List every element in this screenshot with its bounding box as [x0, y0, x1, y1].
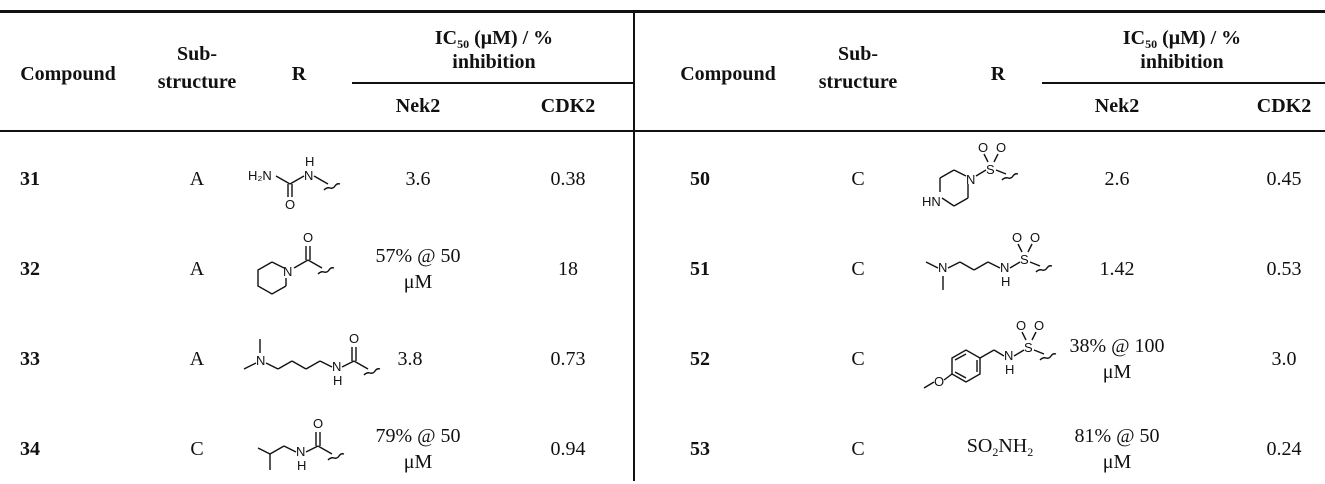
r-structure-urea: H₂N O N H	[248, 154, 341, 212]
header-nek2-right: Nek2	[1094, 95, 1140, 117]
svg-text:N: N	[304, 168, 313, 183]
nek2-value: 57% @ 50 μM	[375, 245, 461, 293]
header-inhibition-right: inhibition	[1140, 51, 1224, 73]
r-structure-piperidine-amide: N O	[257, 230, 335, 295]
substructure-label: C	[851, 168, 865, 190]
svg-text:O: O	[1016, 318, 1026, 333]
svg-text:O: O	[934, 374, 944, 389]
header-r-right: R	[990, 63, 1006, 85]
r-structure-piperazine-sulfonyl: HN N S O O	[922, 140, 1019, 209]
cdk2-value: 0.94	[550, 438, 586, 460]
header-substructure-right-bottom: structure	[818, 71, 898, 93]
cdk2-value: 18	[558, 258, 578, 280]
column-divider	[633, 12, 635, 481]
cdk2-value: 0.24	[1266, 438, 1302, 460]
ic50-underline-right	[1042, 82, 1325, 84]
svg-text:O: O	[978, 140, 988, 155]
cdk2-value: 0.45	[1266, 168, 1302, 190]
substructure-label: C	[190, 438, 204, 460]
svg-text:S: S	[1024, 340, 1033, 355]
substructure-label: C	[851, 348, 865, 370]
svg-text:O: O	[1034, 318, 1044, 333]
header-substructure-bottom: structure	[157, 71, 237, 93]
nek2-value: 81% @ 50 μM	[1074, 425, 1160, 473]
r-structure-dimethylaminobutyl-amide: N N H O	[243, 331, 381, 388]
svg-text:H: H	[1005, 362, 1014, 377]
nek2-value: 3.8	[397, 348, 423, 370]
substructure-label: A	[189, 258, 205, 280]
svg-text:N: N	[1004, 348, 1013, 363]
r-structure-methoxybenzyl-sulfonamide: O N H S O O	[923, 318, 1057, 389]
svg-text:N: N	[296, 444, 305, 459]
svg-text:O: O	[1012, 230, 1022, 245]
r-structure-isobutyl-amide: N H O	[257, 416, 345, 473]
compound-number: 50	[690, 168, 710, 190]
compound-number: 51	[690, 258, 710, 280]
r-structure-dimethylaminopropyl-sulfonamide: N N H S O O	[925, 230, 1053, 290]
nek2-value: 2.6	[1104, 168, 1130, 190]
ic50-underline-left	[352, 82, 634, 84]
substructure-label: C	[851, 438, 865, 460]
svg-text:N: N	[966, 172, 975, 187]
nek2-value: 38% @ 100 μM	[1069, 335, 1165, 383]
svg-text:O: O	[996, 140, 1006, 155]
compound-number: 32	[20, 258, 40, 280]
svg-text:O: O	[313, 416, 323, 431]
header-compound: Compound	[20, 63, 116, 85]
svg-text:O: O	[303, 230, 313, 245]
svg-text:H: H	[333, 373, 342, 388]
svg-text:H: H	[1001, 274, 1010, 289]
substructure-label: A	[189, 168, 205, 190]
header-compound-right: Compound	[680, 63, 776, 85]
svg-text:O: O	[1030, 230, 1040, 245]
nek2-value: 79% @ 50 μM	[375, 425, 461, 473]
svg-text:H₂N: H₂N	[248, 168, 272, 183]
svg-text:H: H	[305, 154, 314, 169]
svg-text:HN: HN	[922, 194, 941, 209]
svg-text:N: N	[283, 264, 292, 279]
svg-text:S: S	[1020, 252, 1029, 267]
svg-text:N: N	[1000, 260, 1009, 275]
svg-text:N: N	[938, 260, 947, 275]
compound-number: 52	[690, 348, 710, 370]
header-nek2: Nek2	[395, 95, 441, 117]
svg-text:N: N	[256, 353, 265, 368]
compound-number: 31	[20, 168, 40, 190]
header-substructure-top: Sub-	[176, 43, 218, 65]
header-bottom-rule	[0, 130, 1325, 132]
header-substructure-right-top: Sub-	[837, 43, 879, 65]
header-ic50-right: IC50 (μM) / %	[1122, 27, 1242, 51]
svg-text:O: O	[349, 331, 359, 346]
r-formula-sulfonamide: SO2NH2	[966, 435, 1034, 459]
substructure-label: A	[189, 348, 205, 370]
svg-text:S: S	[986, 162, 995, 177]
header-cdk2-right: CDK2	[1256, 95, 1312, 117]
svg-text:N: N	[332, 359, 341, 374]
top-rule	[0, 10, 1325, 13]
header-cdk2: CDK2	[540, 95, 596, 117]
compound-number: 33	[20, 348, 40, 370]
header-r: R	[291, 63, 307, 85]
cdk2-value: 3.0	[1271, 348, 1297, 370]
compound-number: 34	[20, 438, 40, 460]
cdk2-value: 0.73	[550, 348, 586, 370]
nek2-value: 3.6	[405, 168, 431, 190]
svg-text:O: O	[285, 197, 295, 212]
substructure-label: C	[851, 258, 865, 280]
nek2-value: 1.42	[1099, 258, 1135, 280]
header-ic50: IC50 (μM) / %	[434, 27, 554, 51]
cdk2-value: 0.38	[550, 168, 586, 190]
header-inhibition: inhibition	[452, 51, 536, 73]
compound-number: 53	[690, 438, 710, 460]
svg-text:H: H	[297, 458, 306, 473]
cdk2-value: 0.53	[1266, 258, 1302, 280]
